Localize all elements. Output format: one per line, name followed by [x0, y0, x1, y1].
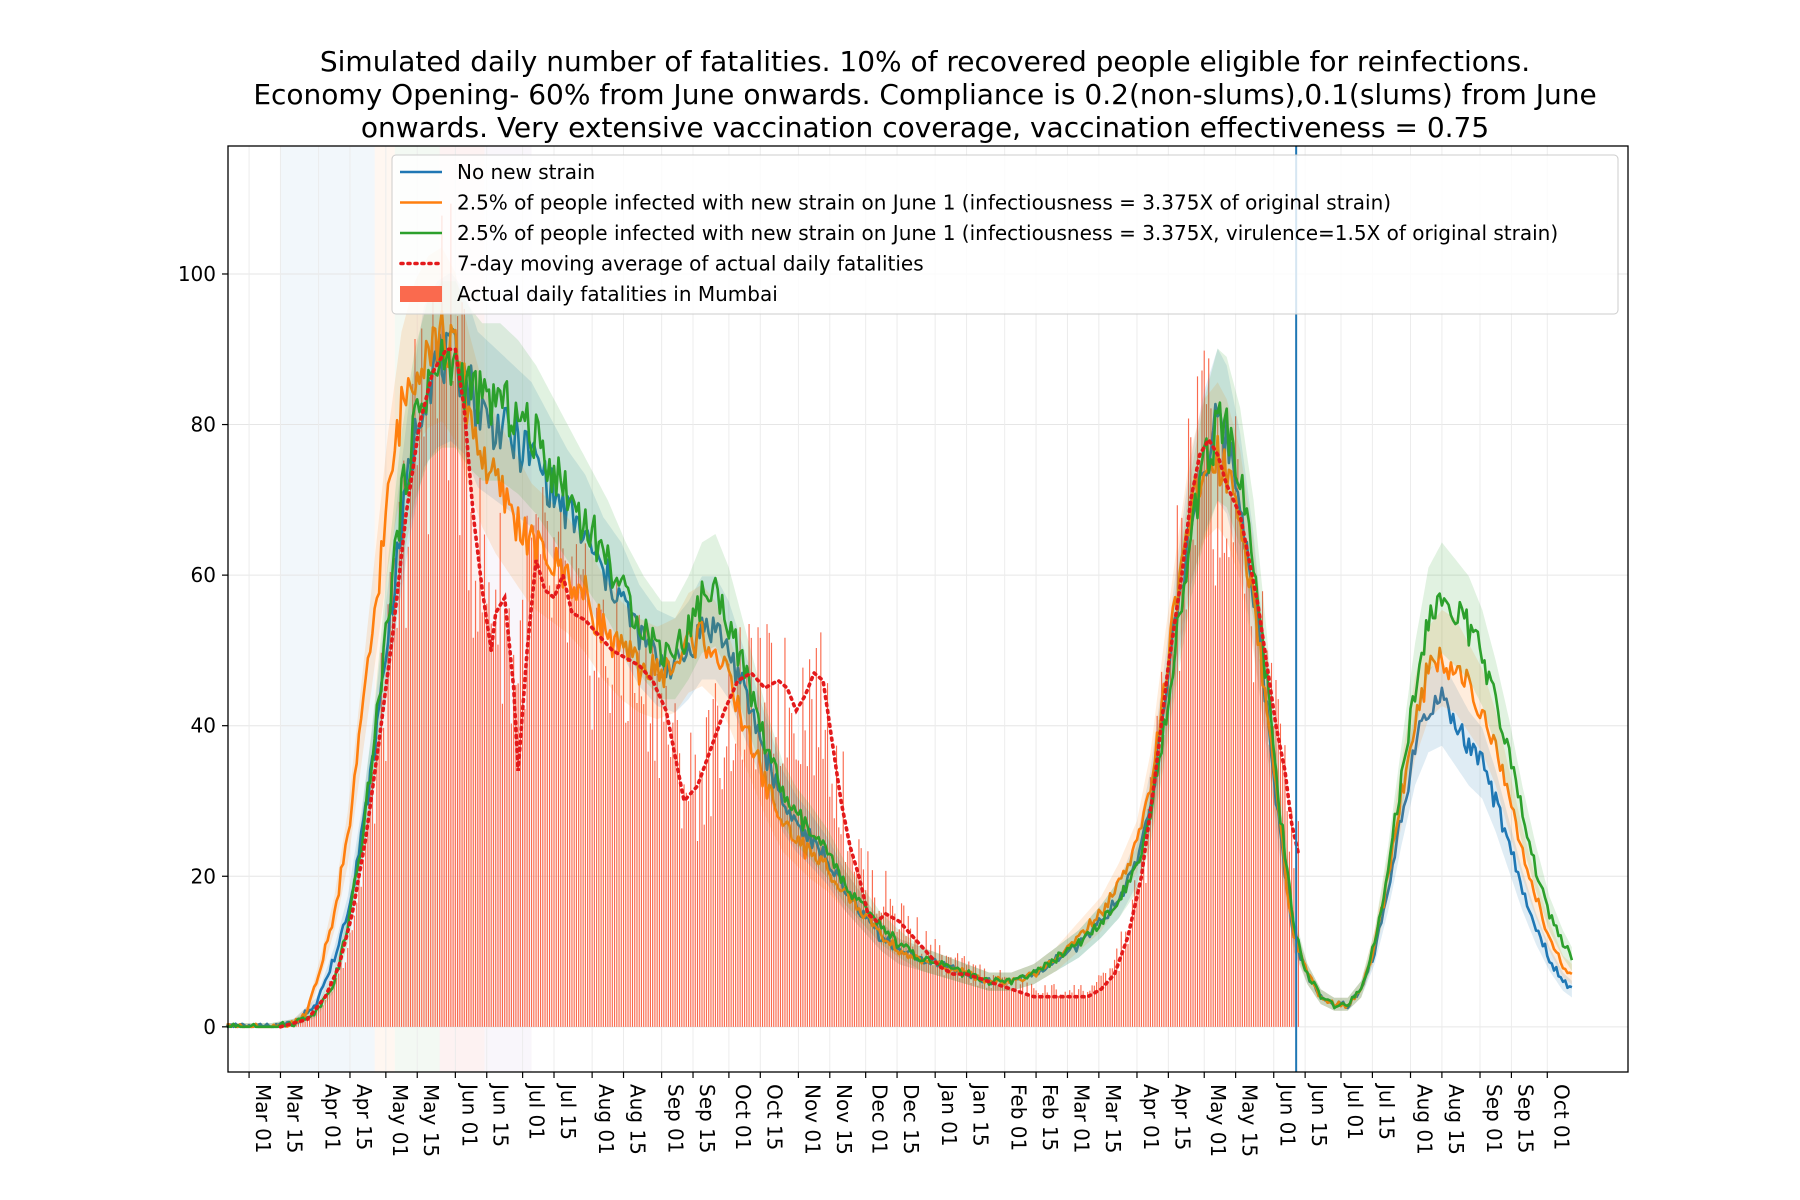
- xtick-label-10: Aug 01: [594, 1084, 618, 1155]
- xtick-label-28: May 01: [1206, 1084, 1230, 1157]
- x-axis-ticks: Mar 01 Mar 15 Apr 01 Apr 15 May 01 May 15 Jun …: [248, 1072, 1573, 1157]
- xtick-label-12: Sep 01: [664, 1084, 688, 1154]
- xtick-label-11: Aug 15: [626, 1084, 650, 1155]
- legend-label-1: 2.5% of people infected with new strain …: [457, 191, 1391, 215]
- y-axis-ticks: 0 20 40 60 80 100: [178, 262, 228, 1039]
- ytick-label-3: 60: [191, 563, 216, 587]
- xtick-label-9: Jul 15: [556, 1082, 580, 1140]
- chart-title-line-1: Simulated daily number of fatalities. 10…: [319, 45, 1531, 78]
- ytick-label-1: 20: [191, 864, 216, 888]
- chart-title-line-3: onwards. Very extensive vaccination cove…: [360, 111, 1490, 144]
- xtick-label-19: Dec 15: [899, 1084, 923, 1155]
- xtick-label-34: Aug 01: [1413, 1084, 1437, 1155]
- xtick-label-35: Aug 15: [1444, 1084, 1468, 1155]
- xtick-label-20: Jan 01: [937, 1082, 961, 1147]
- xtick-label-29: May 15: [1238, 1084, 1262, 1157]
- xtick-label-8: Jul 01: [525, 1082, 549, 1140]
- xtick-label-24: Mar 01: [1069, 1084, 1093, 1154]
- xtick-label-25: Mar 15: [1101, 1084, 1125, 1154]
- xtick-label-3: Apr 15: [352, 1084, 376, 1150]
- xtick-label-15: Oct 15: [762, 1084, 786, 1150]
- legend-swatch-4: [400, 286, 442, 302]
- xtick-label-17: Nov 15: [832, 1084, 856, 1155]
- xtick-label-26: Apr 01: [1139, 1084, 1163, 1150]
- legend-label-3: 7-day moving average of actual daily fat…: [457, 252, 924, 276]
- xtick-label-38: Oct 01: [1549, 1084, 1573, 1150]
- series-lines: [225, 247, 1574, 1029]
- xtick-label-32: Jul 01: [1343, 1082, 1367, 1140]
- xtick-label-7: Jun 15: [489, 1082, 513, 1147]
- legend-label-2: 2.5% of people infected with new strain …: [457, 221, 1558, 245]
- xtick-label-6: Jun 01: [457, 1082, 481, 1147]
- legend: No new strain 2.5% of people infected wit…: [391, 154, 1619, 315]
- legend-label-0: No new strain: [457, 160, 595, 184]
- plot-frame: [227, 145, 1629, 1073]
- ytick-label-4: 80: [191, 413, 216, 437]
- line-series-2: [226, 338, 1574, 1029]
- xtick-label-1: Mar 15: [282, 1084, 306, 1154]
- xtick-label-37: Sep 15: [1513, 1084, 1537, 1154]
- xtick-label-22: Feb 01: [1007, 1084, 1031, 1151]
- legend-label-4: Actual daily fatalities in Mumbai: [457, 282, 778, 306]
- xtick-label-30: Jun 01: [1276, 1082, 1300, 1147]
- xtick-label-31: Jun 15: [1307, 1082, 1331, 1147]
- xtick-label-13: Sep 15: [695, 1084, 719, 1154]
- line-moving-average: [278, 347, 1301, 1029]
- ytick-label-5: 100: [178, 262, 216, 286]
- actual-fatalities-bars: [282, 203, 1299, 1027]
- xtick-label-4: May 01: [388, 1084, 412, 1157]
- legend-box: [391, 154, 1619, 315]
- xtick-label-14: Oct 01: [731, 1084, 755, 1150]
- xtick-label-18: Dec 01: [868, 1084, 892, 1155]
- ytick-label-0: 0: [203, 1015, 216, 1039]
- xtick-label-36: Sep 01: [1482, 1084, 1506, 1154]
- xtick-label-5: May 15: [419, 1084, 443, 1157]
- band-series-1: [226, 247, 1572, 1027]
- xtick-label-2: Apr 01: [321, 1084, 345, 1150]
- ytick-label-2: 40: [191, 714, 216, 738]
- xtick-label-33: Jul 15: [1374, 1082, 1398, 1140]
- xtick-label-27: Apr 15: [1170, 1084, 1194, 1150]
- xtick-label-23: Feb 15: [1038, 1084, 1062, 1151]
- xtick-label-0: Mar 01: [251, 1084, 275, 1154]
- xtick-label-21: Jan 15: [969, 1082, 993, 1147]
- xtick-label-16: Nov 01: [800, 1084, 824, 1155]
- chart-title-line-2: Economy Opening- 60% from June onwards. …: [253, 78, 1597, 111]
